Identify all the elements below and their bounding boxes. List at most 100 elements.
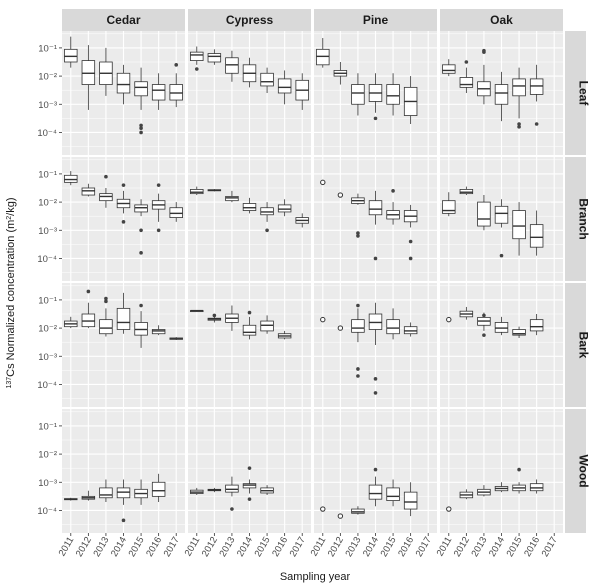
x-tick-label: 2014: [361, 535, 381, 559]
outlier-point: [86, 289, 91, 294]
single-point: [337, 192, 344, 198]
outlier-point: [265, 228, 269, 233]
y-axes: 10⁻⁴ 10⁻³ 10⁻² 10⁻¹ 10⁻⁴ 10⁻³ 10⁻² 10⁻¹ 10⁻⁴ 10⁻³…: [37, 43, 62, 517]
box-cypress-wood-2014: [242, 466, 257, 501]
box-body: [529, 319, 544, 332]
box-oak-leaf-2011: [442, 59, 456, 77]
box-cypress-bark-2011: [190, 309, 204, 313]
single-point: [320, 506, 326, 512]
x-tick-label: 2017: [288, 535, 308, 559]
x-tick-label: 2015: [505, 535, 525, 559]
box-oak-branch-2011: [442, 192, 456, 217]
y-tick-label: 10⁻¹: [38, 43, 57, 54]
box-cedar-bark-2017: [169, 337, 183, 340]
box-body: [260, 207, 274, 216]
x-tick-label: 2015: [253, 535, 273, 559]
box-body: [99, 487, 113, 499]
outlier-point: [139, 126, 143, 131]
outlier-point: [121, 183, 126, 187]
box-cedar-wood-2013: [99, 479, 113, 502]
y-axis-title-main: Cs Normalized concentration (m: [5, 220, 17, 377]
outlier-point: [464, 60, 469, 64]
box-cedar-leaf-2012: [81, 45, 96, 110]
box-oak-leaf-2014: [494, 71, 509, 122]
box-cedar-wood-2011: [64, 497, 78, 501]
box-body: [151, 481, 166, 497]
x-tick-label: 2011: [435, 535, 455, 558]
panel-cypress-branch: [188, 157, 311, 281]
box-oak-leaf-2015: [512, 67, 526, 129]
box-cypress-leaf-2012: [207, 49, 222, 65]
x-tick-label: 2014: [109, 535, 129, 559]
outlier-point: [156, 183, 161, 187]
x-tick-label: 2016: [396, 535, 416, 559]
strip-cypress-label: Cypress: [226, 13, 274, 27]
facet-panels: [62, 31, 563, 533]
box-body: [190, 51, 204, 61]
box-pine-wood-2016: [403, 482, 418, 517]
y-tick-label: 10⁻³: [38, 352, 57, 363]
box-pine-branch-2011: [320, 179, 326, 186]
box-body: [225, 196, 239, 202]
box-body: [529, 483, 544, 492]
outlier-point: [121, 518, 126, 523]
box-body: [99, 319, 113, 335]
box-cypress-leaf-2014: [242, 57, 257, 88]
box-body: [134, 204, 148, 213]
strip-branch-label: Branch: [577, 198, 591, 239]
box-oak-wood-2011: [446, 506, 452, 512]
panel-cedar-wood: [62, 409, 185, 533]
box-body: [81, 187, 96, 196]
y-tick-label: 10⁻³: [38, 478, 57, 489]
y-tick-label: 10⁻²: [38, 198, 57, 209]
box-body: [368, 313, 383, 330]
box-body: [351, 508, 365, 514]
single-point: [337, 325, 344, 331]
box-body: [225, 57, 239, 74]
box-cypress-bark-2015: [260, 315, 274, 334]
outlier-point: [139, 130, 143, 135]
box-cedar-wood-2012: [81, 490, 96, 501]
box-body: [81, 313, 96, 328]
box-body: [151, 84, 166, 101]
outlier-point: [534, 122, 539, 126]
strip-leaf-label: Leaf: [577, 81, 591, 107]
strip-wood-background: [565, 409, 586, 533]
x-tick-label: 2016: [144, 535, 164, 559]
box-pine-bark-2011: [320, 316, 326, 323]
box-oak-wood-2014: [494, 482, 509, 493]
y-tick-label: 10⁻⁴: [37, 506, 57, 517]
box-cedar-wood-2014: [116, 479, 131, 523]
strip-cedar-label: Cedar: [106, 13, 140, 27]
outlier-point: [121, 220, 126, 224]
box-pine-wood-2015: [386, 479, 400, 507]
box-cedar-branch-2017: [169, 202, 183, 222]
box-cypress-bark-2013: [225, 305, 239, 331]
box-body: [403, 491, 418, 510]
strip-bark-background: [565, 283, 586, 407]
box-oak-wood-2015: [512, 467, 526, 494]
x-tick-label: 2012: [326, 535, 346, 559]
box-body: [351, 319, 365, 333]
panel-oak-bark: [440, 283, 563, 407]
x-tick-label: 2017: [162, 535, 182, 559]
box-cedar-branch-2016: [151, 183, 166, 233]
outlier-point: [247, 497, 252, 501]
single-point: [320, 179, 326, 186]
box-cypress-bark-2014: [242, 310, 257, 340]
y-tick-label: 10⁻³: [38, 100, 57, 111]
box-body: [260, 320, 274, 332]
box-pine-leaf-2012: [333, 62, 348, 85]
panel-cypress-wood: [188, 409, 311, 533]
x-axis-title: Sampling year: [280, 571, 351, 583]
strip-wood-label: Wood: [577, 454, 591, 487]
box-cedar-leaf-2014: [116, 64, 131, 105]
box-body: [386, 319, 400, 335]
outlier-point: [373, 116, 378, 121]
outlier-point: [104, 299, 108, 304]
box-pine-bark-2012: [337, 325, 344, 331]
box-cedar-leaf-2016: [151, 73, 166, 110]
x-tick-label: 2017: [414, 535, 434, 559]
